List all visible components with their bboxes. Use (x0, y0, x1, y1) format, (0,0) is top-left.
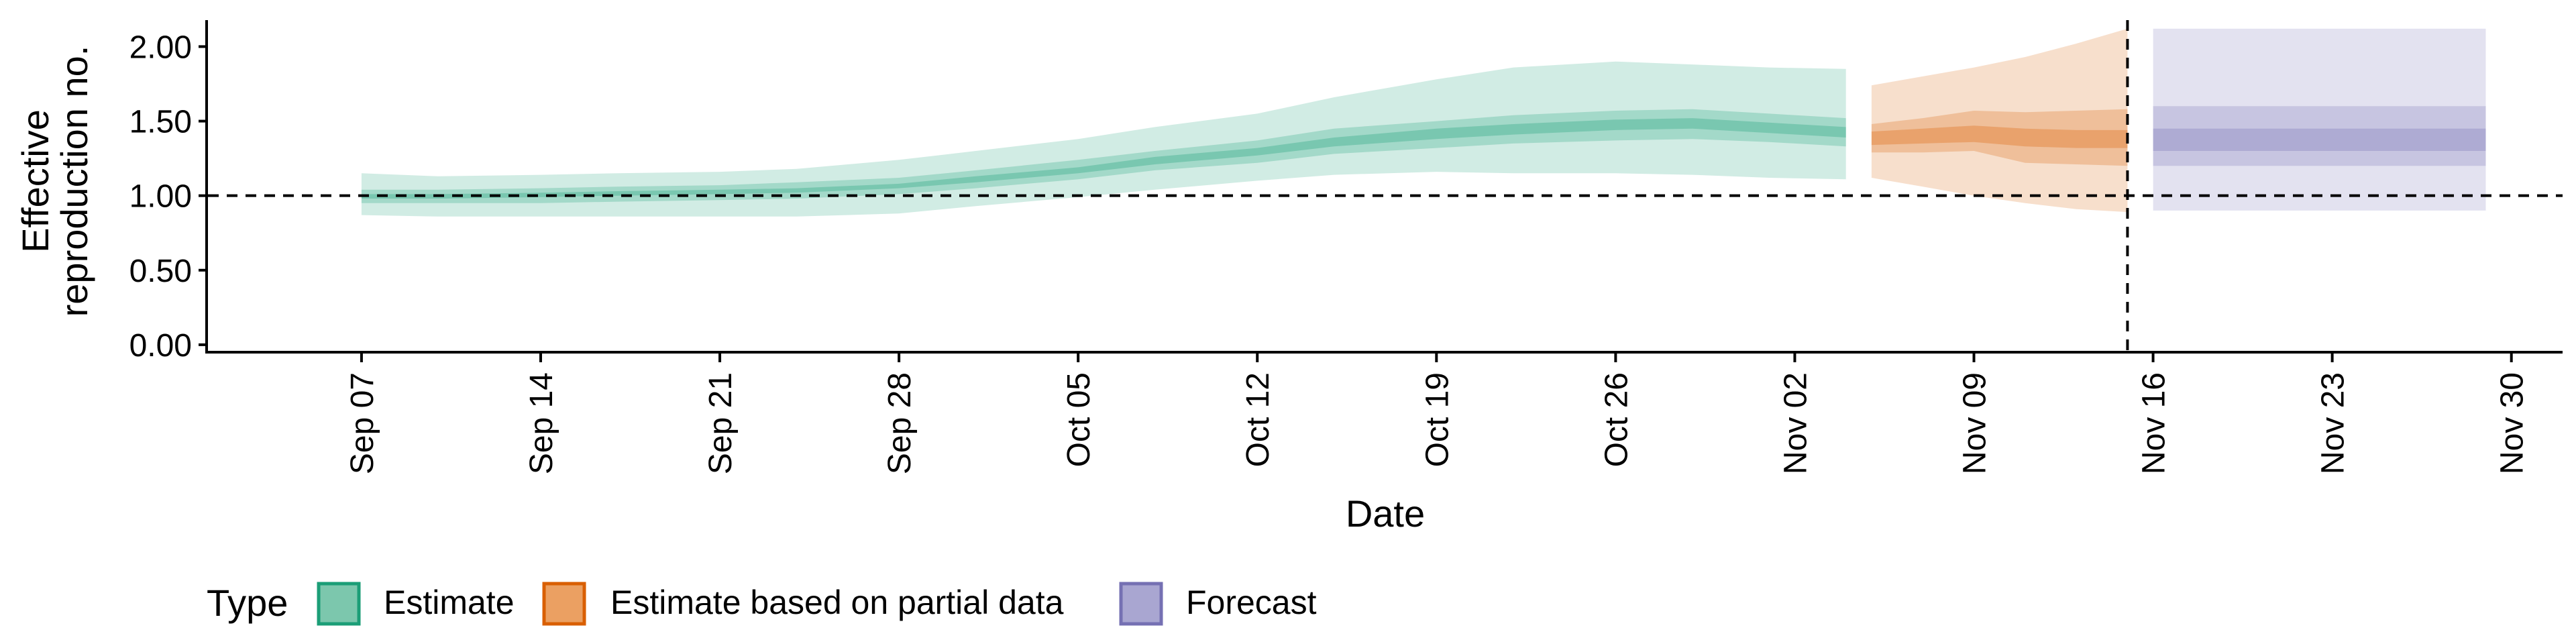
legend-label-forecast: Forecast (1186, 584, 1317, 621)
legend-swatch-partial (542, 582, 586, 626)
legend-title: Type (207, 582, 288, 624)
estimate-based-on-partial-data-band-50 (1871, 109, 2128, 166)
estimate-band-50 (361, 109, 1846, 203)
y-tick-label: 1.00 (129, 179, 192, 215)
x-axis-label: Date (1346, 492, 1425, 535)
legend-label-estimate: Estimate (384, 584, 515, 621)
x-tick-label: Sep 21 (703, 372, 739, 474)
x-tick-label: Nov 23 (2316, 372, 2351, 474)
y-tick-label: 0.00 (129, 328, 192, 364)
legend-label-partial: Estimate based on partial data (610, 584, 1064, 621)
y-tick-label: 1.50 (129, 105, 192, 140)
y-axis-label-line2: reproduction no. (53, 46, 95, 317)
x-tick-label: Oct 05 (1061, 372, 1097, 467)
x-tick-label: Nov 16 (2137, 372, 2172, 474)
legend-swatch-estimate (317, 582, 361, 626)
legend-swatch-forecast (1119, 582, 1163, 626)
forecast-band-50 (2153, 106, 2486, 166)
legend: Type Estimate Estimate based on partial … (207, 582, 1317, 626)
forecast-band-90 (2153, 28, 2486, 211)
x-tick-label: Sep 14 (524, 372, 559, 474)
y-tick-label: 2.00 (129, 30, 192, 65)
x-tick-label: Nov 09 (1957, 372, 1993, 474)
x-tick-label: Oct 19 (1419, 372, 1455, 467)
estimate-band-90 (361, 61, 1846, 217)
forecast-band-20 (2153, 128, 2486, 151)
x-tick-label: Oct 26 (1599, 372, 1634, 467)
estimate-based-on-partial-data-band-90 (1871, 28, 2128, 213)
x-tick-label: Nov 02 (1778, 372, 1813, 474)
estimate-based-on-partial-data-band-20 (1871, 125, 2128, 148)
x-tick-label: Sep 07 (345, 372, 380, 474)
estimate-band-20 (361, 118, 1846, 199)
plot-area (208, 20, 2563, 352)
x-tick-label: Oct 12 (1240, 372, 1276, 467)
y-axis-label-line1: Effective (14, 109, 56, 253)
y-tick-label: 0.50 (129, 254, 192, 289)
axes: Effective reproduction no. Date 0.00 0.50… (14, 20, 2563, 535)
x-tick-label: Nov 30 (2495, 372, 2530, 474)
x-tick-label: Sep 28 (882, 372, 918, 474)
